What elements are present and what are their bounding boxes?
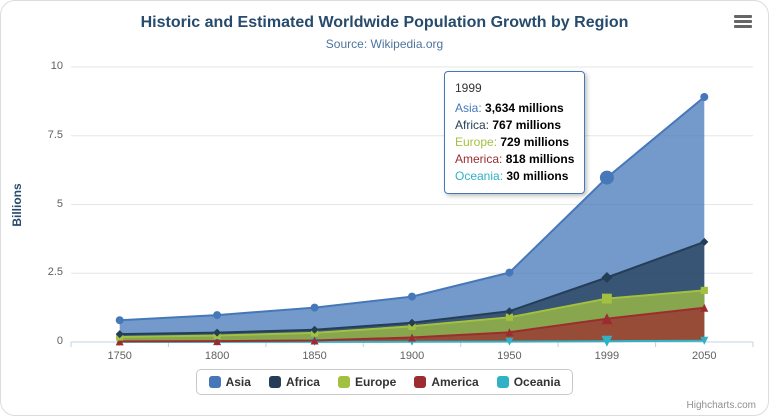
tooltip-category: 1999 [455,81,482,95]
tooltip: 1999 Asia: 3,634 millions Africa: 767 mil… [444,71,586,194]
tooltip-series-value: 729 millions [500,135,570,149]
marker-asia[interactable] [505,268,514,277]
legend-label: Oceania [513,375,561,389]
marker-africa[interactable] [408,318,416,327]
marker-america[interactable] [601,313,613,325]
menu-line [734,20,752,23]
x-tick-label: 1999 [594,350,620,362]
tooltip-series-value: 767 millions [492,118,562,132]
y-tick-label: 7.5 [47,128,63,141]
marker-asia[interactable] [599,170,614,185]
marker-europe[interactable] [700,286,708,294]
chart-title: Historic and Estimated Worldwide Populat… [140,14,629,31]
legend-item-europe[interactable]: Europe [337,375,397,389]
legend-item-asia[interactable]: Asia [208,375,251,389]
marker-africa[interactable] [213,328,222,337]
marker-america[interactable] [408,333,416,342]
y-tick-label: 0 [56,335,63,347]
x-tick-label: 1850 [302,350,327,362]
marker-america[interactable] [505,328,514,337]
x-tick-label: 1750 [107,350,132,362]
tooltip-series-name: Asia: [455,101,486,115]
legend-item-america[interactable]: America [414,375,479,389]
x-tick-label: 1800 [204,350,230,362]
tooltip-row-africa: Africa: 767 millions [455,117,574,134]
tooltip-series-name: Oceania: [455,169,507,183]
tooltip-series-name: America: [455,152,506,166]
x-tick-label: 1900 [399,350,425,362]
legend-swatch [414,376,427,388]
marker-africa[interactable] [601,272,613,283]
marker-europe[interactable] [505,313,513,321]
area-asia[interactable] [119,97,705,342]
marker-asia[interactable] [700,93,709,101]
credits-link[interactable]: Highcharts.com [686,400,756,411]
marker-america[interactable] [213,337,222,346]
tooltip-series-name: Europe: [455,135,501,149]
legend-item-oceania[interactable]: Oceania [496,375,561,389]
legend-label: Africa [285,375,320,389]
menu-line [734,15,752,18]
x-tick-label: 2050 [692,350,717,362]
y-tick-label: 2.5 [47,266,63,279]
marker-africa[interactable] [310,325,319,334]
marker-africa[interactable] [700,237,709,246]
y-tick-label: 5 [56,197,63,210]
menu-line [734,25,752,28]
x-tick-label: 1950 [497,350,522,362]
legend-wrap: Asia Africa Europe America Oceania [1,369,768,395]
legend-swatch [496,376,509,388]
marker-america[interactable] [700,303,709,312]
tooltip-series-value: 30 millions [506,169,569,183]
marker-america[interactable] [310,336,319,345]
chart-subtitle: Source: Wikipedia.org [325,37,444,51]
tooltip-series-value: 3,634 millions [485,101,564,115]
marker-europe[interactable] [601,293,612,304]
legend-label: Asia [225,375,251,389]
legend-swatch [268,376,281,388]
legend-label: Europe [354,375,397,389]
marker-america[interactable] [115,337,124,346]
area-america[interactable] [119,307,705,342]
context-menu-icon[interactable] [734,15,752,30]
marker-asia[interactable] [408,292,416,301]
marker-asia[interactable] [115,316,124,325]
marker-asia[interactable] [213,311,222,320]
legend-swatch [337,376,350,388]
tooltip-series-value: 818 millions [505,152,575,166]
marker-oceania[interactable] [700,336,709,345]
marker-africa[interactable] [115,330,124,339]
marker-africa[interactable] [505,307,514,316]
tooltip-row-oceania: Oceania: 30 millions [455,168,574,185]
tooltip-series-name: Africa: [455,118,493,132]
legend-swatch [208,376,221,388]
y-tick-label: 10 [50,60,63,72]
legend-item-africa[interactable]: Africa [268,375,320,389]
tooltip-row-europe: Europe: 729 millions [455,134,574,151]
tooltip-row-asia: Asia: 3,634 millions [455,100,574,117]
marker-oceania[interactable] [601,335,613,347]
legend: Asia Africa Europe America Oceania [195,369,574,395]
tooltip-row-america: America: 818 millions [455,151,574,168]
legend-label: America [431,375,479,389]
marker-asia[interactable] [310,303,319,312]
marker-oceania[interactable] [505,337,514,346]
tooltip-rows: Asia: 3,634 millions Africa: 767 millions… [455,100,574,185]
